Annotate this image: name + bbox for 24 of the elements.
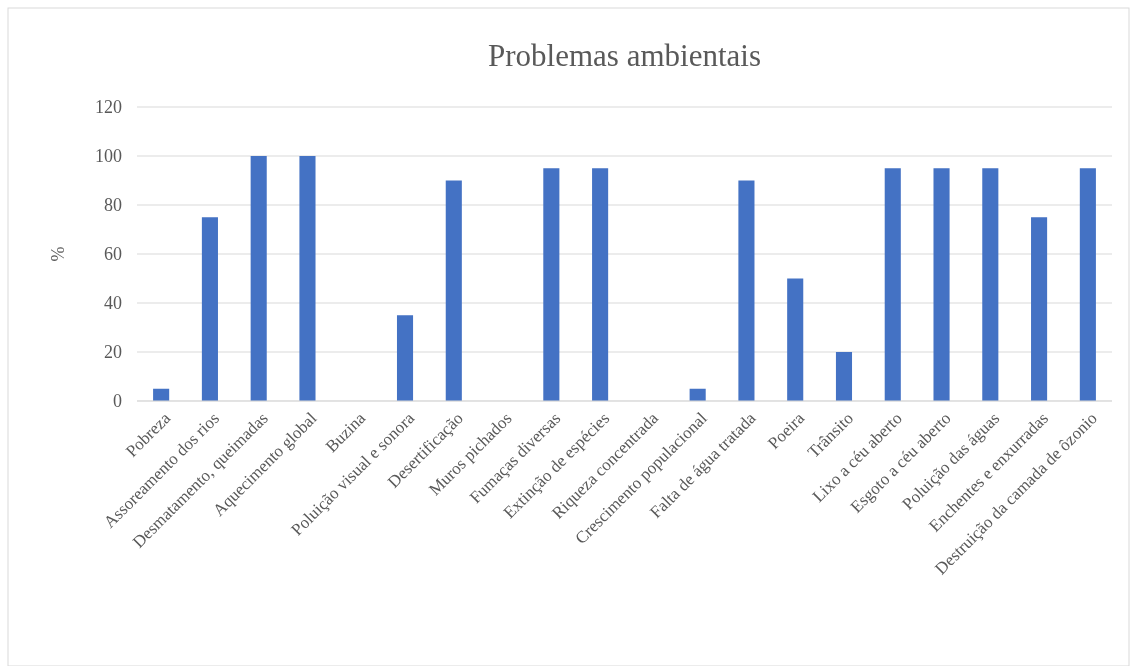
y-tick-label: 100: [95, 146, 122, 167]
y-tick-label: 60: [104, 244, 122, 265]
chart-title: Problemas ambientais: [488, 38, 761, 73]
bar: [1079, 168, 1096, 401]
bar: [201, 217, 218, 401]
bar: [787, 278, 804, 401]
bar: [884, 168, 901, 401]
bar: [835, 352, 853, 401]
bar: [543, 168, 560, 401]
bar: [250, 156, 267, 401]
bar: [299, 156, 316, 401]
y-tick-label: 0: [113, 391, 122, 412]
y-tick-label: 20: [104, 342, 122, 363]
y-axis-title: %: [48, 246, 68, 262]
y-tick-label: 120: [95, 97, 122, 118]
bar: [982, 168, 999, 401]
bar: [396, 315, 414, 401]
y-tick-label: 80: [104, 195, 122, 216]
y-tick-label: 40: [104, 293, 122, 314]
bar: [592, 168, 609, 401]
bar: [933, 168, 950, 401]
bar: [445, 180, 462, 401]
bar: [738, 180, 755, 401]
bar: [1031, 217, 1048, 401]
